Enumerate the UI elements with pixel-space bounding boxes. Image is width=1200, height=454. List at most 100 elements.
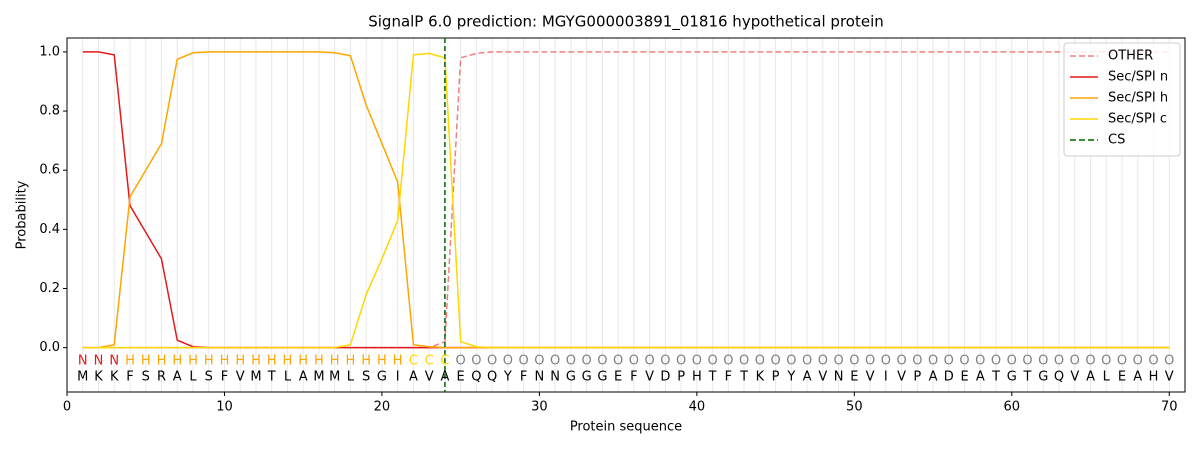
region-label: O (723, 354, 733, 369)
region-label: O (613, 354, 623, 369)
region-label: N (94, 354, 104, 369)
residue-label: T (267, 370, 276, 385)
residue-label: A (803, 370, 812, 385)
residue-label: T (991, 370, 1000, 385)
region-label: O (1133, 354, 1143, 369)
legend-label: OTHER (1108, 49, 1153, 64)
residue-label: E (457, 370, 465, 385)
region-label: O (456, 354, 466, 369)
legend-box (1063, 42, 1181, 157)
residue-label: I (884, 370, 888, 385)
region-label: O (597, 354, 607, 369)
series-line (82, 51, 1170, 349)
region-label: O (1101, 354, 1111, 369)
region-label: O (944, 354, 954, 369)
legend-label: Sec/SPI c (1108, 112, 1167, 127)
residue-label: V (897, 370, 906, 385)
residue-label: N (550, 370, 560, 385)
residue-label: M (313, 370, 324, 385)
region-label: O (1054, 354, 1064, 369)
region-label: O (1022, 354, 1032, 369)
residue-label: F (221, 370, 228, 385)
region-label: H (125, 354, 135, 369)
region-label: O (786, 354, 796, 369)
region-label: O (676, 354, 686, 369)
region-label: C (409, 354, 418, 369)
y-axis-label: Probability (15, 180, 30, 249)
residue-label: M (329, 370, 340, 385)
residue-label: G (1038, 370, 1048, 385)
residue-label: V (425, 370, 434, 385)
region-label: O (534, 354, 544, 369)
residue-label: G (566, 370, 576, 385)
residue-label: F (520, 370, 527, 385)
residue-label: D (944, 370, 954, 385)
region-label: O (959, 354, 969, 369)
region-label: H (298, 354, 308, 369)
legend-label: Sec/SPI h (1108, 91, 1168, 106)
y-tick-label: 0.4 (39, 222, 60, 237)
region-label: H (172, 354, 182, 369)
residue-label: L (347, 370, 355, 385)
residue-label: F (725, 370, 732, 385)
residue-label: A (1086, 370, 1095, 385)
residue-label: A (409, 370, 418, 385)
region-label: H (235, 354, 245, 369)
region-label: O (1117, 354, 1127, 369)
region-label: H (377, 354, 387, 369)
region-label: O (1070, 354, 1080, 369)
residue-label: I (396, 370, 400, 385)
residue-label: V (1070, 370, 1079, 385)
residue-label: M (250, 370, 261, 385)
residue-label: A (299, 370, 308, 385)
region-label: O (582, 354, 592, 369)
region-label: O (865, 354, 875, 369)
x-tick-label: 10 (216, 400, 233, 415)
region-label: H (141, 354, 151, 369)
plot-frame (66, 37, 1186, 393)
region-label: O (881, 354, 891, 369)
region-label: O (802, 354, 812, 369)
residue-label: G (597, 370, 607, 385)
residue-label: E (614, 370, 622, 385)
region-label: O (1007, 354, 1017, 369)
y-tick-label: 0.0 (39, 340, 60, 355)
residue-label: M (77, 370, 88, 385)
residue-label: G (582, 370, 592, 385)
region-label: H (283, 354, 293, 369)
residue-label: P (913, 370, 921, 385)
residue-label: S (205, 370, 213, 385)
region-label: H (220, 354, 230, 369)
region-label: O (519, 354, 529, 369)
x-tick-label: 30 (531, 400, 548, 415)
x-axis-label: Protein sequence (570, 420, 682, 435)
region-label: O (660, 354, 670, 369)
residue-label: L (189, 370, 197, 385)
region-label: N (78, 354, 88, 369)
region-label: O (503, 354, 513, 369)
residue-label: L (284, 370, 292, 385)
region-label: O (833, 354, 843, 369)
region-label: H (157, 354, 167, 369)
region-label: H (361, 354, 371, 369)
residue-label: V (818, 370, 827, 385)
x-tick-label: 20 (374, 400, 391, 415)
residue-label: N (535, 370, 545, 385)
region-label: O (1164, 354, 1174, 369)
residue-label: V (1165, 370, 1174, 385)
residue-label: L (1103, 370, 1111, 385)
region-label: O (896, 354, 906, 369)
y-tick-label: 0.2 (39, 281, 60, 296)
region-label: O (1038, 354, 1048, 369)
region-label: O (707, 354, 717, 369)
residue-label: E (850, 370, 858, 385)
region-label: H (393, 354, 403, 369)
region-label: O (1148, 354, 1158, 369)
residue-label: Y (786, 370, 795, 385)
series-line (82, 52, 1170, 349)
region-label: H (204, 354, 214, 369)
residue-label: H (692, 370, 702, 385)
residue-label: V (236, 370, 245, 385)
x-tick-label: 40 (689, 400, 706, 415)
